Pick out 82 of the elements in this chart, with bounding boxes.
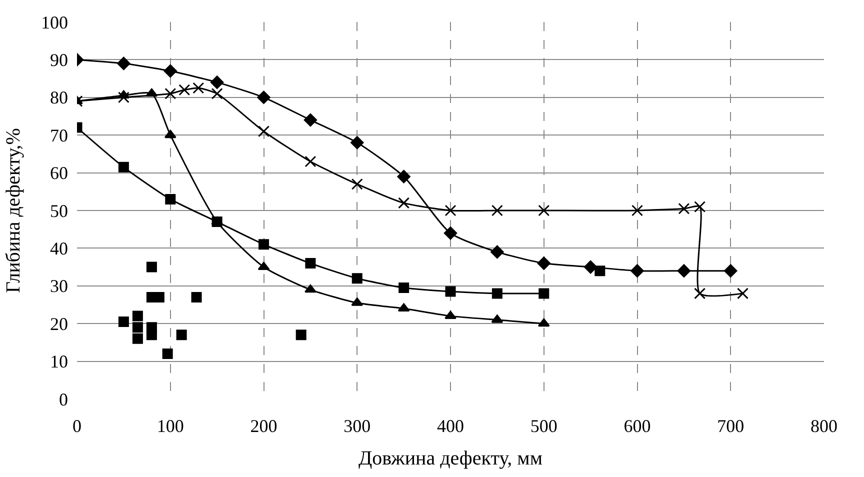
point: [630, 264, 644, 278]
point: [132, 333, 143, 344]
point: [164, 88, 176, 100]
point: [492, 288, 502, 299]
x-tick-label: 100: [156, 416, 184, 436]
point: [212, 216, 222, 228]
point: [397, 170, 410, 184]
point: [694, 288, 706, 300]
y-tick-label: 10: [50, 352, 68, 372]
point: [191, 292, 202, 302]
x-tick-label: 800: [810, 416, 838, 436]
point: [398, 197, 410, 209]
point: [210, 76, 224, 89]
y-tick-label: 40: [50, 238, 68, 258]
point: [352, 273, 362, 284]
y-tick-label: 0: [59, 389, 68, 410]
point: [257, 90, 270, 104]
point: [444, 310, 456, 320]
point: [164, 130, 176, 138]
x-tick-label: 400: [437, 416, 464, 436]
point: [176, 330, 187, 340]
point: [737, 288, 749, 300]
point: [146, 262, 157, 272]
point: [538, 288, 550, 299]
x-tick-label: 600: [624, 416, 651, 436]
x-tick-label: 300: [344, 416, 371, 436]
point: [258, 262, 270, 270]
point: [350, 136, 364, 150]
y-tick-label: 80: [50, 88, 68, 108]
point: [164, 64, 177, 78]
y-tick-label: 50: [50, 200, 68, 221]
y-tick-label: 70: [50, 125, 68, 146]
point: [118, 92, 130, 104]
point: [132, 310, 143, 322]
point: [296, 330, 306, 340]
point: [118, 90, 130, 99]
point: [162, 348, 173, 360]
point: [192, 82, 204, 94]
point: [304, 113, 318, 127]
point: [146, 330, 157, 340]
point: [490, 245, 504, 259]
point: [677, 264, 691, 278]
point: [398, 303, 410, 312]
point: [165, 194, 176, 204]
point: [444, 204, 456, 216]
y-tick-label: 100: [41, 12, 68, 32]
point: [491, 204, 503, 216]
point: [211, 88, 223, 100]
y-tick-label: 20: [50, 314, 68, 334]
point: [258, 126, 270, 138]
point: [594, 266, 606, 276]
point: [538, 204, 550, 216]
y-tick-label: 30: [50, 276, 68, 296]
point: [537, 256, 550, 270]
x-axis-title: Довжина дефекту, мм: [358, 448, 543, 470]
point: [444, 226, 458, 240]
point: [258, 239, 269, 250]
point: [305, 258, 316, 269]
y-tick-label: 90: [50, 50, 68, 70]
point: [632, 204, 643, 216]
y-tick-label: 60: [50, 163, 68, 184]
point: [694, 200, 706, 212]
point: [118, 162, 129, 172]
point: [538, 318, 550, 327]
point: [445, 286, 456, 297]
point: [584, 260, 598, 274]
point: [678, 202, 690, 214]
point: [118, 316, 129, 327]
point: [132, 322, 143, 333]
x-tick-label: 200: [250, 416, 278, 436]
x-tick-label: 0: [72, 416, 82, 436]
point: [351, 178, 363, 190]
x-tick-label: 700: [717, 416, 744, 436]
point: [117, 56, 130, 70]
x-tick-label: 500: [530, 416, 558, 436]
point: [304, 284, 316, 293]
point: [146, 88, 158, 97]
point: [304, 156, 316, 168]
point: [178, 84, 190, 96]
point: [724, 264, 738, 278]
point: [398, 282, 410, 294]
y-axis-title: Глибина дефекту,%: [2, 128, 24, 293]
